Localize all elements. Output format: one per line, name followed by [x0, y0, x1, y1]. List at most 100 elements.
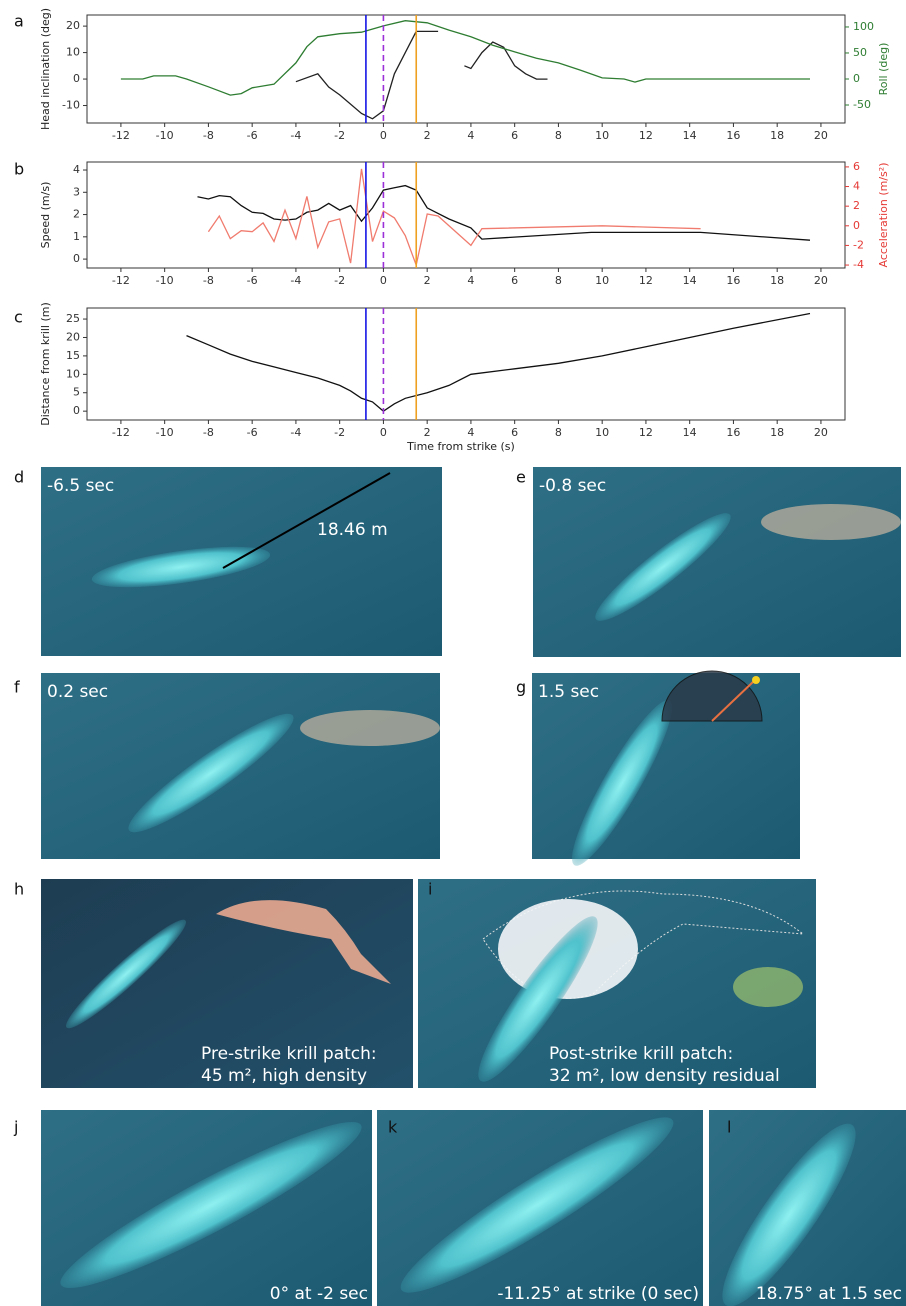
protractor-knob	[752, 676, 760, 684]
panel-letter: d	[14, 468, 24, 487]
data-line	[198, 186, 811, 241]
x-tick-label: -12	[112, 129, 130, 142]
x-tick-label: 14	[683, 426, 697, 439]
x-tick-label: 6	[511, 426, 518, 439]
y-tick-label: 3	[73, 185, 80, 198]
y-tick-label: -10	[62, 99, 80, 112]
photo-caption: 32 m², low density residual	[549, 1066, 780, 1086]
photo-caption: 1.5 sec	[538, 682, 599, 702]
x-tick-label: -6	[247, 129, 258, 142]
y-axis-label: Distance from krill (m)	[39, 302, 52, 426]
y-tick-label: 5	[73, 386, 80, 399]
x-tick-label: 8	[555, 274, 562, 287]
x-tick-label: -4	[290, 129, 301, 142]
photo-panel: k -11.25° at strike (0 sec)	[377, 1098, 703, 1306]
x-tick-label: -2	[334, 274, 345, 287]
x-tick-label: 4	[467, 274, 474, 287]
panel-letter: a	[14, 12, 24, 31]
y2-tick-label: -50	[853, 98, 871, 111]
y2-tick-label: -2	[853, 238, 864, 251]
photo-caption: 18.75° at 1.5 sec	[756, 1284, 902, 1304]
measure-label: 18.46 m	[317, 520, 388, 540]
x-tick-label: -8	[203, 129, 214, 142]
y2-tick-label: 0	[853, 219, 860, 232]
krill-patch	[761, 504, 901, 540]
panel-letter: e	[516, 468, 526, 487]
x-tick-label: -8	[203, 426, 214, 439]
photo-panel: 18.46 m d -6.5 sec	[14, 467, 442, 656]
panel-letter: f	[14, 678, 20, 697]
figure: a-12-10-8-6-4-202468101214161820-1001020…	[0, 0, 906, 1306]
x-tick-label: 10	[595, 129, 609, 142]
panel-letter: g	[516, 678, 526, 697]
y2-tick-label: 4	[853, 180, 860, 193]
y2-axis-label: Acceleration (m/s²)	[877, 163, 890, 268]
data-line	[121, 21, 810, 95]
photo-panel: iPost-strike krill patch:32 m², low dens…	[418, 879, 816, 1092]
x-tick-label: -10	[156, 274, 174, 287]
x-tick-label: -4	[290, 426, 301, 439]
y2-tick-label: 6	[853, 160, 860, 173]
x-tick-label: -6	[247, 274, 258, 287]
y-axis-label: Head inclination (deg)	[39, 8, 52, 130]
y2-tick-label: 100	[853, 20, 874, 33]
panel-letter: k	[388, 1118, 398, 1137]
x-tick-label: 20	[814, 274, 828, 287]
y-tick-label: 4	[73, 163, 80, 176]
photo-caption: 45 m², high density	[201, 1066, 367, 1086]
photo-caption: -0.8 sec	[539, 476, 606, 496]
photo-caption: Post-strike krill patch:	[549, 1044, 733, 1064]
x-tick-label: 0	[380, 129, 387, 142]
data-line	[296, 31, 548, 118]
y-tick-label: 2	[73, 208, 80, 221]
y2-axis-label: Roll (deg)	[877, 43, 890, 96]
y2-tick-label: 50	[853, 46, 867, 59]
y-tick-label: 20	[66, 330, 80, 343]
data-line	[208, 169, 700, 265]
x-tick-label: 10	[595, 274, 609, 287]
y-tick-label: 15	[66, 349, 80, 362]
x-tick-label: 8	[555, 129, 562, 142]
x-tick-label: 14	[683, 274, 697, 287]
x-tick-label: 16	[726, 426, 740, 439]
y-tick-label: 10	[66, 46, 80, 59]
x-tick-label: -2	[334, 426, 345, 439]
x-tick-label: 2	[424, 274, 431, 287]
x-tick-label: -4	[290, 274, 301, 287]
x-tick-label: 18	[770, 426, 784, 439]
plot-frame	[87, 308, 845, 420]
y-axis-label: Speed (m/s)	[39, 182, 52, 249]
photo-caption: -11.25° at strike (0 sec)	[497, 1284, 699, 1304]
x-tick-label: -12	[112, 426, 130, 439]
plot-frame	[87, 15, 845, 123]
x-tick-label: 6	[511, 129, 518, 142]
y-tick-label: 25	[66, 312, 80, 325]
x-tick-label: 16	[726, 274, 740, 287]
x-tick-label: 0	[380, 274, 387, 287]
data-line	[187, 314, 811, 412]
y-tick-label: 0	[73, 72, 80, 85]
panel-letter: b	[14, 160, 24, 179]
photo-caption: Pre-strike krill patch:	[201, 1044, 377, 1064]
panel-letter: l	[727, 1118, 731, 1137]
krill-residual	[733, 967, 803, 1007]
x-tick-label: 12	[639, 129, 653, 142]
x-tick-label: 8	[555, 426, 562, 439]
x-tick-label: -10	[156, 129, 174, 142]
x-tick-label: 4	[467, 129, 474, 142]
x-tick-label: 4	[467, 426, 474, 439]
photo-panel: l 18.75° at 1.5 sec	[705, 1110, 906, 1306]
y2-tick-label: 2	[853, 199, 860, 212]
x-tick-label: -10	[156, 426, 174, 439]
panel-letter: j	[13, 1118, 18, 1137]
photo-panel: e -0.8 sec	[516, 467, 901, 657]
x-tick-label: 12	[639, 426, 653, 439]
x-tick-label: 18	[770, 129, 784, 142]
krill-patch	[300, 710, 440, 746]
x-tick-label: 14	[683, 129, 697, 142]
photo-caption: -6.5 sec	[47, 476, 114, 496]
panel-letter: h	[14, 880, 24, 899]
plot-frame	[87, 162, 845, 268]
y2-tick-label: -4	[853, 258, 864, 271]
